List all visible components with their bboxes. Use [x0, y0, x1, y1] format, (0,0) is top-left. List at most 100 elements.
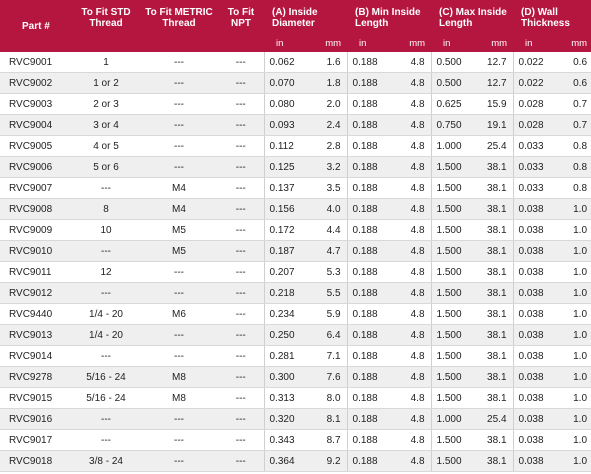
cell-wall-thickness-mm: 0.6	[558, 72, 591, 94]
cell-min-length-in: 0.188	[346, 135, 391, 157]
cell-metric-thread: ---	[140, 261, 218, 283]
cell-metric-thread: ---	[140, 135, 218, 157]
cell-part: RVC9017	[0, 429, 72, 451]
cell-inside-diameter-mm: 8.0	[307, 387, 348, 409]
cell-inside-diameter-in: 0.250	[263, 324, 307, 346]
unit-in: in	[347, 35, 391, 52]
cell-max-length-mm: 38.1	[473, 345, 514, 367]
cell-std-thread: ---	[72, 429, 140, 451]
cell-max-length-mm: 38.1	[473, 324, 514, 346]
cell-metric-thread: ---	[140, 93, 218, 115]
cell-min-length-in: 0.188	[346, 261, 391, 283]
cell-std-thread: 3 or 4	[72, 114, 140, 136]
cell-max-length-in: 1.000	[430, 135, 474, 157]
cell-min-length-mm: 4.8	[390, 135, 432, 157]
cell-inside-diameter-in: 0.313	[263, 387, 307, 409]
cell-metric-thread: ---	[140, 324, 218, 346]
cell-max-length-mm: 38.1	[473, 240, 514, 262]
cell-wall-thickness-mm: 1.0	[558, 261, 591, 283]
header-metric-thread: To Fit METRIC Thread	[140, 0, 218, 35]
table-row: RVC9008 8 M4 --- 0.156 4.0 0.188 4.8 1.500 38.1 0.…	[0, 198, 591, 220]
cell-max-length-in: 0.500	[430, 72, 474, 94]
cell-inside-diameter-in: 0.172	[263, 219, 307, 241]
cell-wall-thickness-in: 0.028	[512, 114, 559, 136]
cell-max-length-in: 1.500	[430, 261, 474, 283]
cell-part: RVC9012	[0, 282, 72, 304]
cell-npt: ---	[218, 198, 264, 220]
cell-wall-thickness-in: 0.038	[512, 261, 559, 283]
cell-std-thread: ---	[72, 282, 140, 304]
table-row: RVC9001 1 --- --- 0.062 1.6 0.188 4.8 0.500 12.7 0…	[0, 52, 591, 73]
cell-min-length-in: 0.188	[346, 408, 391, 430]
header-part: Part #	[0, 0, 72, 52]
cell-wall-thickness-in: 0.022	[512, 72, 559, 94]
cell-npt: ---	[218, 52, 264, 73]
cell-min-length-mm: 4.8	[390, 52, 432, 73]
cell-part: RVC9009	[0, 219, 72, 241]
cell-metric-thread: ---	[140, 345, 218, 367]
cell-min-length-in: 0.188	[346, 387, 391, 409]
cell-min-length-mm: 4.8	[390, 366, 432, 388]
cell-min-length-mm: 4.8	[390, 114, 432, 136]
cell-part: RVC9004	[0, 114, 72, 136]
cell-max-length-mm: 38.1	[473, 429, 514, 451]
cell-inside-diameter-mm: 3.5	[307, 177, 348, 199]
table-row: RVC9017 --- --- --- 0.343 8.7 0.188 4.8 1.500 38.…	[0, 429, 591, 451]
cell-npt: ---	[218, 219, 264, 241]
unit-in: in	[431, 35, 474, 52]
cell-max-length-mm: 12.7	[473, 72, 514, 94]
cell-inside-diameter-mm: 2.8	[307, 135, 348, 157]
cell-std-thread: 5/16 - 24	[72, 366, 140, 388]
cell-metric-thread: ---	[140, 156, 218, 178]
cell-min-length-in: 0.188	[346, 345, 391, 367]
cell-std-thread: 5/16 - 24	[72, 387, 140, 409]
table-row: RVC9002 1 or 2 --- --- 0.070 1.8 0.188 4.8 0.500…	[0, 72, 591, 94]
cell-wall-thickness-in: 0.033	[512, 135, 559, 157]
cell-wall-thickness-in: 0.038	[512, 345, 559, 367]
cell-inside-diameter-mm: 8.1	[307, 408, 348, 430]
cell-max-length-mm: 38.1	[473, 303, 514, 325]
cell-npt: ---	[218, 387, 264, 409]
cell-wall-thickness-in: 0.028	[512, 93, 559, 115]
cell-wall-thickness-in: 0.038	[512, 450, 559, 472]
cell-min-length-mm: 4.8	[390, 387, 432, 409]
units-row: in mm in mm in mm in mm	[0, 35, 591, 52]
cell-min-length-mm: 4.8	[390, 408, 432, 430]
cell-min-length-in: 0.188	[346, 52, 391, 73]
cell-min-length-mm: 4.8	[390, 72, 432, 94]
header-npt: To Fit NPT	[218, 0, 264, 35]
cell-std-thread: ---	[72, 345, 140, 367]
cell-metric-thread: ---	[140, 52, 218, 73]
cell-std-thread: 10	[72, 219, 140, 241]
cell-part: RVC9010	[0, 240, 72, 262]
cell-npt: ---	[218, 240, 264, 262]
cell-wall-thickness-in: 0.038	[512, 366, 559, 388]
cell-max-length-mm: 25.4	[473, 408, 514, 430]
cell-min-length-mm: 4.8	[390, 156, 432, 178]
cell-std-thread: ---	[72, 408, 140, 430]
cell-max-length-in: 1.000	[430, 408, 474, 430]
table-row: RVC9011 12 --- --- 0.207 5.3 0.188 4.8 1.500 38.1…	[0, 261, 591, 283]
header-min-inside-length: (B) Min Inside Length	[347, 0, 432, 35]
cell-max-length-mm: 25.4	[473, 135, 514, 157]
cell-min-length-mm: 4.8	[390, 177, 432, 199]
cell-wall-thickness-in: 0.038	[512, 324, 559, 346]
cell-inside-diameter-in: 0.234	[263, 303, 307, 325]
cell-max-length-in: 1.500	[430, 282, 474, 304]
cell-wall-thickness-mm: 1.0	[558, 345, 591, 367]
units-blank	[218, 35, 264, 52]
cell-inside-diameter-mm: 9.2	[307, 450, 348, 472]
table-row: RVC9004 3 or 4 --- --- 0.093 2.4 0.188 4.8 0.750…	[0, 114, 591, 136]
cell-max-length-in: 1.500	[430, 240, 474, 262]
cell-max-length-in: 1.500	[430, 345, 474, 367]
cell-inside-diameter-in: 0.281	[263, 345, 307, 367]
table-row: RVC9003 2 or 3 --- --- 0.080 2.0 0.188 4.8 0.625…	[0, 93, 591, 115]
header-max-inside-length: (C) Max Inside Length	[431, 0, 514, 35]
table-row: RVC9010 --- M5 --- 0.187 4.7 0.188 4.8 1.500 38.1…	[0, 240, 591, 262]
cell-npt: ---	[218, 450, 264, 472]
cell-min-length-in: 0.188	[346, 156, 391, 178]
cell-max-length-in: 1.500	[430, 219, 474, 241]
cell-inside-diameter-in: 0.070	[263, 72, 307, 94]
cell-part: RVC9011	[0, 261, 72, 283]
cell-wall-thickness-in: 0.038	[512, 219, 559, 241]
